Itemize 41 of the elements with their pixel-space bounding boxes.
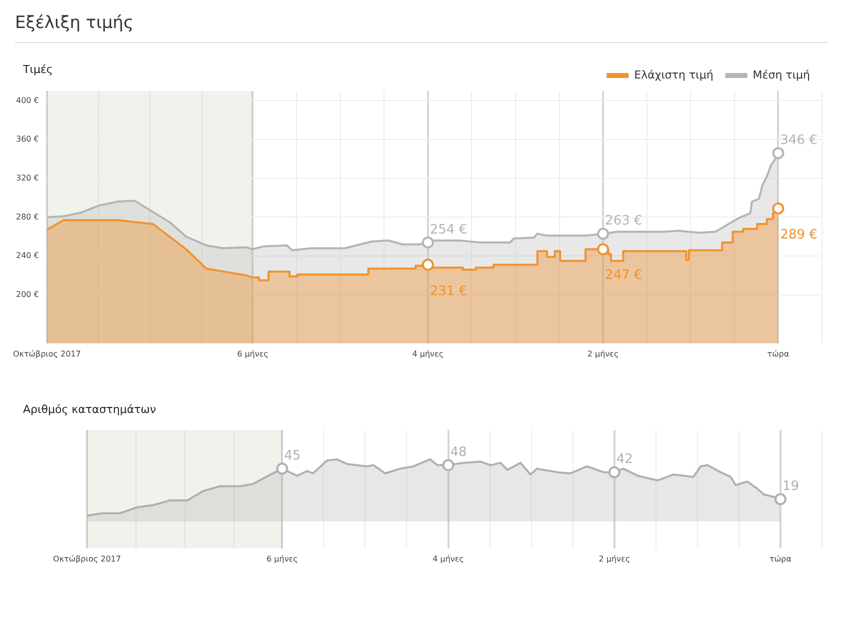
annotation: 346 € bbox=[780, 133, 818, 148]
x-tick-label: Οκτώβριος 2017 bbox=[12, 349, 81, 358]
y-tick-label: 200 € bbox=[16, 290, 39, 299]
data-label: 19 bbox=[782, 479, 800, 494]
y-tick-label: 400 € bbox=[16, 96, 39, 105]
point bbox=[442, 459, 454, 472]
y-tick-label: 320 € bbox=[16, 173, 39, 182]
point bbox=[772, 147, 784, 160]
data-label: 45 bbox=[284, 448, 301, 464]
point bbox=[276, 462, 288, 475]
chart-subtitle: Τιμές bbox=[23, 63, 53, 76]
x-tick-label: 2 μήνες bbox=[587, 349, 619, 358]
x-tick-label: τώρα bbox=[767, 349, 790, 358]
y-tick-label: 280 € bbox=[16, 212, 39, 222]
annotation: 247 € bbox=[605, 268, 642, 284]
x-tick-label: 4 μήνες bbox=[432, 554, 464, 564]
annotation: 263 € bbox=[605, 214, 642, 229]
point bbox=[772, 202, 784, 214]
x-tick-label: 4 μήνες bbox=[412, 349, 444, 358]
x-tick-label: 6 μήνες bbox=[237, 349, 268, 358]
point bbox=[597, 243, 610, 256]
point bbox=[597, 228, 610, 240]
y-tick-label: 360 € bbox=[16, 134, 39, 144]
point bbox=[774, 493, 786, 506]
point bbox=[422, 258, 434, 271]
x-tick-label: 2 μήνες bbox=[598, 554, 630, 564]
legend-label: Ελάχιστη τιμή bbox=[634, 68, 714, 82]
legend-label: Μέση τιμή bbox=[752, 68, 810, 82]
chart-title: Αριθμός καταστημάτων bbox=[23, 403, 156, 416]
data-label: 42 bbox=[616, 452, 633, 468]
annotation: 231 € bbox=[430, 284, 468, 299]
annotation: 254 € bbox=[430, 222, 468, 238]
annotation: 289 € bbox=[780, 227, 818, 242]
x-tick-label: 6 μήνες bbox=[266, 554, 298, 564]
x-tick-label: Οκτώβριος 2017 bbox=[53, 554, 121, 564]
y-tick-label: 240 € bbox=[16, 251, 39, 260]
point bbox=[608, 466, 620, 478]
point bbox=[422, 236, 434, 248]
data-label: 48 bbox=[450, 445, 467, 460]
x-tick-label: τώρα bbox=[770, 554, 792, 564]
chart-title: Εξέλιξη τιμής bbox=[15, 13, 828, 43]
